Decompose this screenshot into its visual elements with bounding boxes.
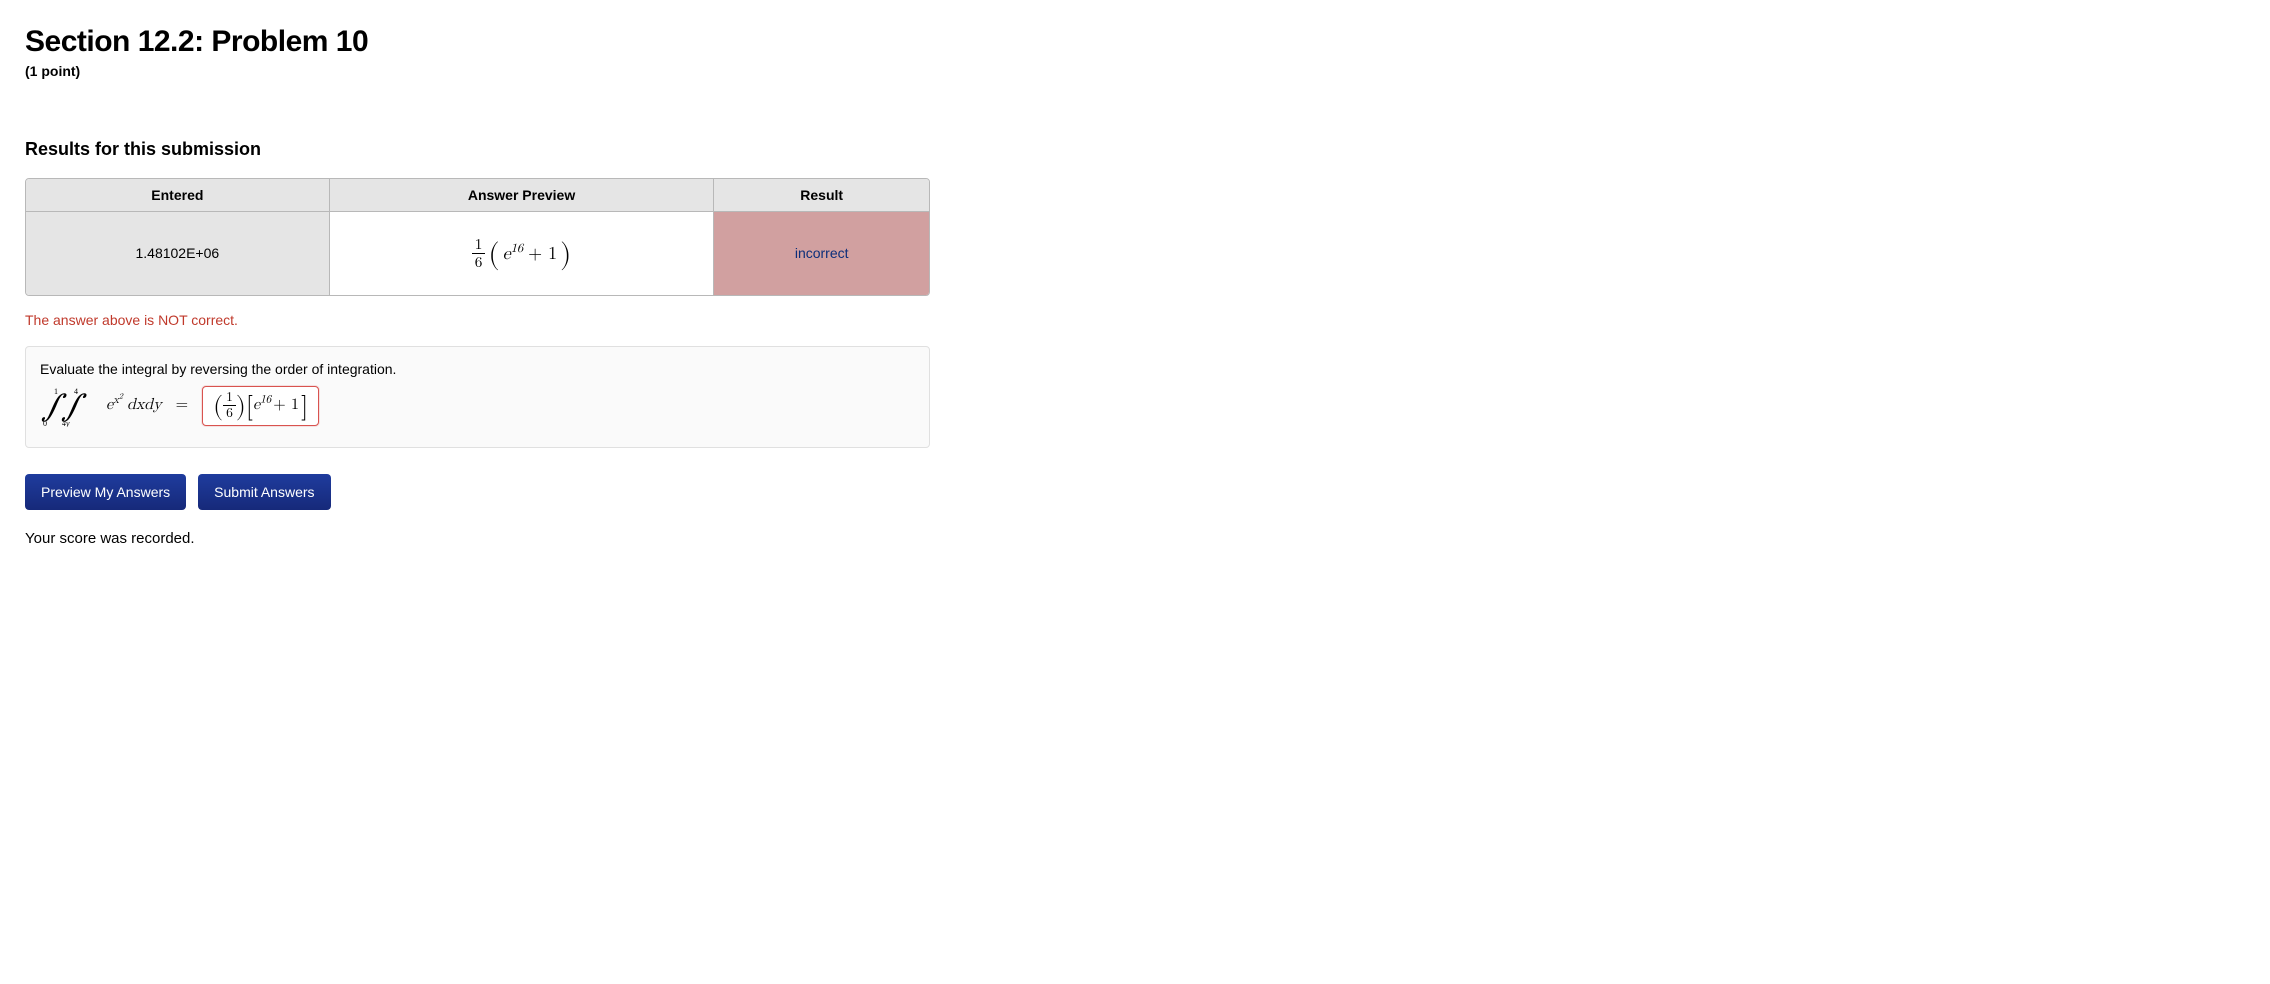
preview-fraction: 1 6 — [472, 237, 486, 271]
cell-preview: 1 6 ( e16 + 1 ) — [330, 212, 715, 295]
preview-e-term: e16 — [503, 243, 524, 265]
ans-rbracket: ] — [301, 398, 308, 416]
table-row: 1.48102E+06 1 6 ( e16 + 1 ) incorrect — [26, 212, 929, 295]
page-title: Section 12.2: Problem 10 — [25, 25, 2245, 59]
ans-e-base: e — [253, 397, 260, 413]
ans-lparen: ( — [213, 398, 223, 416]
col-entered: Entered — [26, 179, 330, 212]
incorrect-message: The answer above is NOT correct. — [25, 312, 2245, 328]
integral-row: ∫ 1 0 ∫ 4 4y ex2 dxdy = ( 1 6 ) [ e16 + … — [40, 385, 915, 427]
integrand: ex2 dxdy — [106, 396, 162, 415]
results-heading: Results for this submission — [25, 139, 2245, 160]
cell-entered: 1.48102E+06 — [26, 212, 330, 295]
ans-frac-den: 6 — [223, 406, 236, 421]
ans-rparen: ) — [236, 398, 246, 416]
button-row: Preview My Answers Submit Answers — [25, 474, 2245, 510]
inner-upper: 4 — [74, 387, 78, 396]
frac-numerator: 1 — [472, 237, 486, 254]
table-header-row: Entered Answer Preview Result — [26, 179, 929, 212]
col-result: Result — [714, 179, 929, 212]
double-integral-icon: ∫ 1 0 ∫ 4 4y — [40, 385, 96, 427]
cell-result: incorrect — [714, 212, 929, 295]
preview-tail: + 1 — [526, 243, 557, 265]
answer-input[interactable]: ( 1 6 ) [ e16 + 1 ] — [202, 386, 319, 426]
frac-denominator: 6 — [472, 254, 486, 270]
left-paren: ( — [488, 245, 499, 265]
results-table: Entered Answer Preview Result 1.48102E+0… — [25, 178, 930, 296]
equals-sign: = — [172, 396, 192, 415]
outer-lower: 0 — [43, 419, 47, 427]
preview-button[interactable]: Preview My Answers — [25, 474, 186, 510]
preview-math: 1 6 ( e16 + 1 ) — [472, 237, 572, 271]
ans-tail: + 1 — [271, 396, 301, 415]
score-message: Your score was recorded. — [25, 530, 2245, 547]
ans-frac-num: 1 — [223, 391, 236, 407]
submit-button[interactable]: Submit Answers — [198, 474, 330, 510]
differentials: dxdy — [123, 396, 162, 415]
ans-e-term: e16 — [253, 396, 271, 415]
outer-upper: 1 — [54, 387, 58, 396]
ans-e-exp: 16 — [260, 395, 271, 406]
ans-fraction: 1 6 — [223, 391, 236, 421]
col-preview: Answer Preview — [330, 179, 715, 212]
points-label: (1 point) — [25, 63, 2245, 79]
problem-box: Evaluate the integral by reversing the o… — [25, 346, 930, 448]
right-paren: ) — [560, 245, 571, 265]
e-exponent: 16 — [511, 243, 524, 255]
ans-lbracket: [ — [246, 398, 253, 416]
problem-text: Evaluate the integral by reversing the o… — [40, 361, 915, 377]
inner-lower: 4y — [62, 419, 70, 427]
